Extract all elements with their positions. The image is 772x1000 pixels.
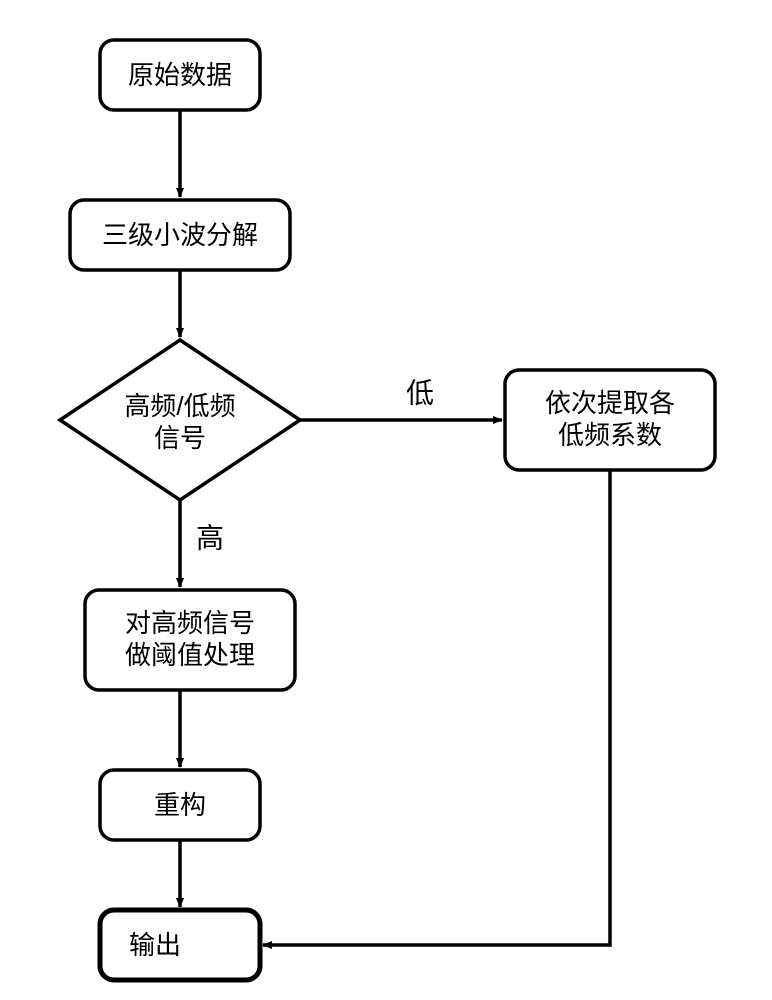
edge-label-low: 低 <box>406 377 434 408</box>
node-output-label: 输出 <box>129 930 181 960</box>
node-decision: 高频/低频 信号 <box>60 340 300 500</box>
node-threshold: 对高频信号 做阈值处理 <box>85 590 295 690</box>
node-reconstruct: 重构 <box>100 770 260 840</box>
node-raw-data-label: 原始数据 <box>128 60 232 90</box>
node-extract-low: 依次提取各 低频系数 <box>505 370 715 470</box>
edge-extract-to-output <box>263 470 610 945</box>
flowchart-canvas: 原始数据 三级小波分解 高频/低频 信号 对高频信号 做阈值处理 重构 输出 依… <box>0 0 772 1000</box>
node-output: 输出 <box>100 910 260 980</box>
node-extract-low-label-2: 低频系数 <box>558 420 662 450</box>
node-raw-data: 原始数据 <box>100 40 260 110</box>
node-threshold-label-2: 做阈值处理 <box>125 640 255 670</box>
node-decision-label-1: 高频/低频 <box>124 391 235 421</box>
node-reconstruct-label: 重构 <box>154 790 206 820</box>
node-decision-label-2: 信号 <box>154 423 206 453</box>
edge-label-high: 高 <box>196 522 224 553</box>
node-wavelet: 三级小波分解 <box>70 200 290 270</box>
node-threshold-label-1: 对高频信号 <box>125 608 255 638</box>
node-wavelet-label: 三级小波分解 <box>102 220 258 250</box>
node-extract-low-label-1: 依次提取各 <box>545 388 675 418</box>
